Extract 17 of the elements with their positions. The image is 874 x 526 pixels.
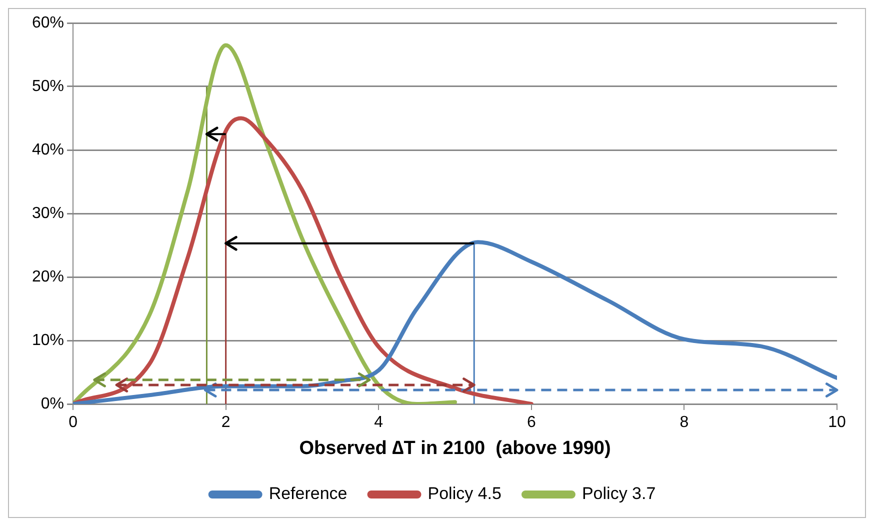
y-tick-label: 50%: [32, 78, 64, 95]
x-tick-label: 8: [680, 414, 689, 432]
legend-label: Policy 3.7: [582, 484, 656, 504]
y-tick-label: 40%: [32, 141, 64, 158]
x-tick-label: 2: [221, 414, 230, 432]
x-tick-label: 4: [374, 414, 384, 432]
x-tick-label: 6: [526, 414, 536, 432]
x-tick-label: 0: [68, 414, 78, 432]
y-tick-label: 30%: [32, 204, 64, 222]
y-tick-label: 0%: [40, 395, 64, 412]
y-tick-label: 10%: [32, 332, 64, 349]
y-tick-label: 60%: [32, 14, 64, 32]
legend-label: Reference: [268, 484, 348, 504]
legend-label: Policy 4.5: [428, 484, 502, 504]
y-tick-label: 20%: [32, 268, 64, 286]
x-axis-title: Observed ∆T in 2100 (above 1990): [299, 438, 611, 459]
x-tick-label: 10: [828, 414, 846, 432]
